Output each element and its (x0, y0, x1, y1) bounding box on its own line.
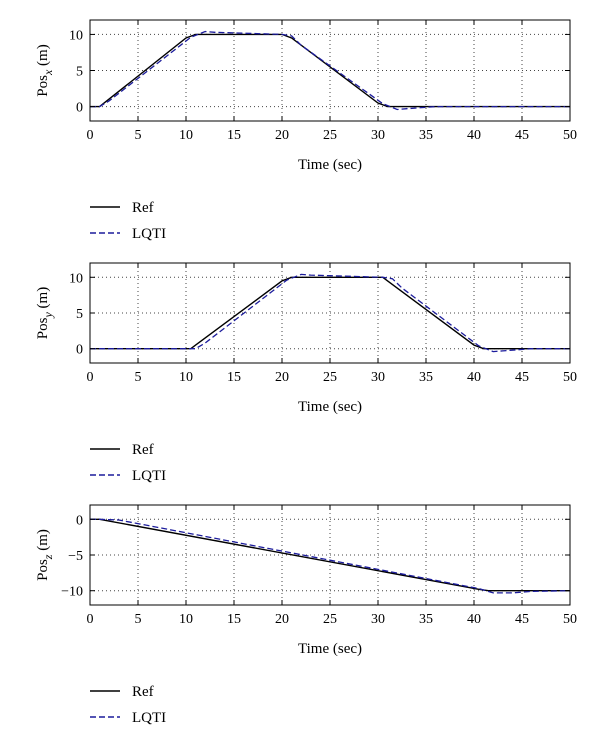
x-tick-label: 5 (135, 128, 142, 143)
x-tick-label: 10 (179, 370, 193, 385)
x-axis-label: Time (sec) (298, 641, 362, 657)
x-tick-label: 20 (275, 128, 289, 143)
x-tick-label: 15 (227, 128, 241, 143)
x-tick-label: 35 (419, 128, 433, 143)
y-tick-label: 5 (76, 307, 83, 322)
legend-label-ref: Ref (132, 200, 154, 216)
legend: Ref LQTI (90, 442, 166, 484)
series-line-lqti (90, 30, 570, 111)
x-tick-label: 30 (371, 612, 385, 627)
y-tick-label: 10 (69, 271, 83, 286)
x-tick-label: 45 (515, 128, 529, 143)
legend-label-lqti: LQTI (132, 710, 166, 726)
x-tick-label: 35 (419, 370, 433, 385)
y-tick-label: 0 (76, 513, 83, 528)
series-line-lqti (90, 518, 570, 594)
x-axis-label: Time (sec) (298, 399, 362, 415)
chart-panel-2: 0 5 10 15 20 25 30 35 40 45 50 0 5 10 Time (sec) Posy (… (35, 262, 577, 484)
x-tick-label: 45 (515, 370, 529, 385)
x-tick-label: 40 (467, 128, 481, 143)
legend-label-ref: Ref (132, 442, 154, 458)
series-line-lqti (90, 273, 570, 353)
x-tick-label: 45 (515, 612, 529, 627)
y-tick-label: 10 (69, 28, 83, 43)
series-line-ref (90, 518, 570, 592)
x-tick-label: 15 (227, 612, 241, 627)
x-tick-label: 20 (275, 370, 289, 385)
x-tick-label: 50 (563, 370, 577, 385)
x-tick-label: 10 (179, 612, 193, 627)
x-axis-label: Time (sec) (298, 157, 362, 173)
y-axis-label: Posx (m) (35, 44, 55, 96)
x-tick-label: 35 (419, 612, 433, 627)
chart-panel-1: 0 5 10 15 20 25 30 35 40 45 50 0 5 10 Time (sec) Posx (… (35, 19, 577, 242)
x-tick-label: 30 (371, 128, 385, 143)
x-tick-label: 25 (323, 612, 337, 627)
x-tick-label: 0 (87, 612, 94, 627)
series-line-ref (90, 276, 570, 350)
legend: Ref LQTI (90, 684, 166, 726)
x-tick-label: 0 (87, 370, 94, 385)
x-tick-label: 30 (371, 370, 385, 385)
legend-label-lqti: LQTI (132, 468, 166, 484)
y-tick-label: 0 (76, 101, 83, 116)
x-tick-label: 40 (467, 612, 481, 627)
y-axis-label: Posz (m) (35, 529, 55, 581)
y-tick-label: 5 (76, 65, 83, 80)
x-tick-label: 50 (563, 612, 577, 627)
chart-panel-3: 0 5 10 15 20 25 30 35 40 45 50 0 −5 −10 Time (sec) Posz… (35, 504, 577, 726)
x-tick-label: 5 (135, 612, 142, 627)
x-tick-label: 20 (275, 612, 289, 627)
y-tick-label: −5 (68, 549, 83, 564)
x-tick-label: 50 (563, 128, 577, 143)
y-axis-label: Posy (m) (35, 287, 55, 339)
legend: Ref LQTI (90, 200, 166, 242)
legend-label-ref: Ref (132, 684, 154, 700)
x-tick-label: 15 (227, 370, 241, 385)
legend-label-lqti: LQTI (132, 226, 166, 242)
y-tick-label: 0 (76, 343, 83, 358)
x-tick-label: 25 (323, 128, 337, 143)
x-tick-label: 10 (179, 128, 193, 143)
x-tick-label: 40 (467, 370, 481, 385)
x-tick-label: 0 (87, 128, 94, 143)
x-tick-label: 5 (135, 370, 142, 385)
x-tick-label: 25 (323, 370, 337, 385)
y-tick-label: −10 (61, 585, 83, 600)
